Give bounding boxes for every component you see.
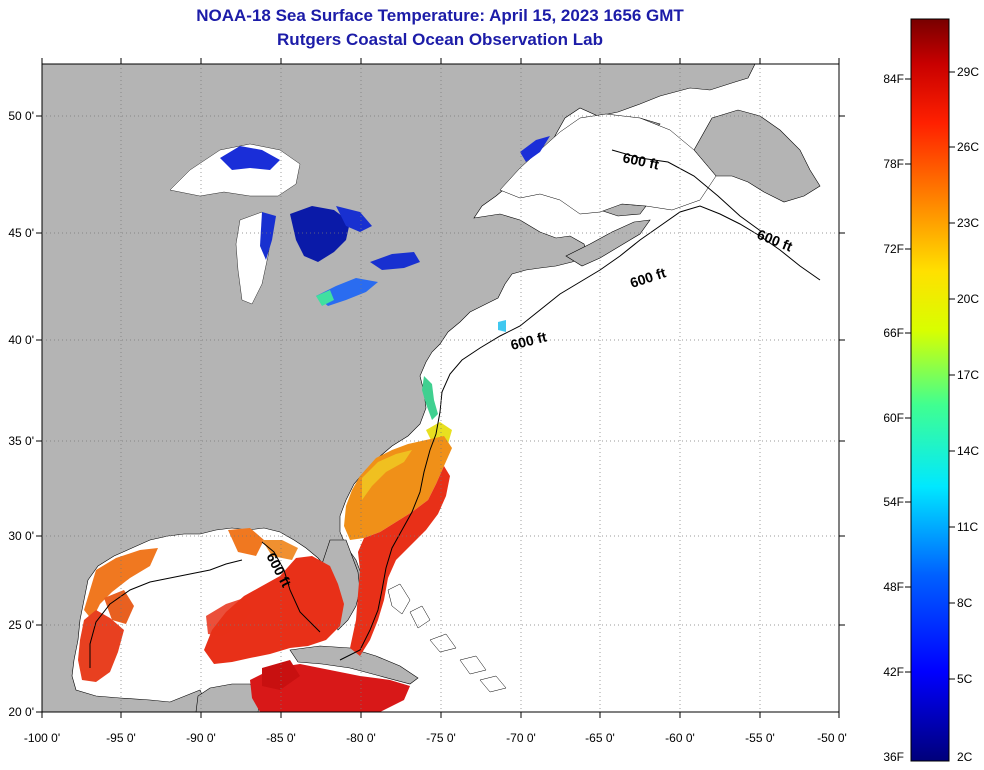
colorbar-f-label: 54F [883,495,904,509]
colorbar-f-labels: 84F 78F 72F 66F 60F 54F 48F 42F 36F [883,72,904,764]
georgian-bay-sst [336,206,372,232]
colorbar-c-label: 23C [957,216,979,230]
colorbar-f-label: 84F [883,72,904,86]
gulf-northeast-sst-2 [262,540,298,560]
cuba-land [289,645,419,685]
lon-label: -85 0' [266,731,296,745]
lat-label: 30 0' [8,529,34,543]
contour-600ft [89,205,821,668]
colorbar-f-label: 66F [883,326,904,340]
colorbar-f-label: 78F [883,157,904,171]
colorbar-c-label: 14C [957,444,979,458]
colorbar-c-label: 11C [957,520,978,534]
colorbar-f-label: 72F [883,242,904,256]
lake-superior-sst [220,146,280,170]
lake-erie-warm [316,290,334,306]
lon-labels: -100 0' -95 0' -90 0' -85 0' -80 0' -75 … [24,731,847,745]
nantucket-sst [498,320,506,332]
lat-label: 40 0' [8,333,34,347]
lat-label: 50 0' [8,109,34,123]
lat-labels: 50 0' 45 0' 40 0' 35 0' 30 0' 25 0' 20 0… [8,109,34,719]
lon-label: -75 0' [426,731,456,745]
colorbar-c-label: 29C [957,65,979,79]
mid-atlantic-sst [422,376,438,420]
lake-ontario-sst [370,252,420,270]
lon-label: -70 0' [506,731,536,745]
lon-label: -55 0' [745,731,775,745]
gulf-central-sst [206,598,252,636]
map-title: NOAA-18 Sea Surface Temperature: April 1… [196,6,684,25]
colorbar-c-labels: 29C 26C 23C 20C 17C 14C 11C 8C 5C 2C [957,65,979,764]
lon-label: -50 0' [817,731,847,745]
colorbar-f-label: 48F [883,580,904,594]
gulf-stream-sst [350,466,450,656]
gulf-northeast-sst [228,528,264,556]
colorbar-f-label: 60F [883,411,904,425]
lake-huron-sst [290,206,350,262]
lat-label: 20 0' [8,705,34,719]
lake-michigan-blue [260,212,276,260]
gulf-west-blob [104,590,134,624]
lat-label: 45 0' [8,226,34,240]
bahamas-islands [387,583,507,693]
lon-label: -60 0' [665,731,695,745]
yucatan-channel-sst [262,660,300,690]
lat-label: 25 0' [8,618,34,632]
canadian-lake-sst [520,136,550,162]
lon-label: -90 0' [186,731,216,745]
lon-label: -65 0' [585,731,615,745]
graticule [42,64,839,712]
lon-label: -100 0' [24,731,60,745]
colorbar [910,18,950,762]
colorbar-c-label: 8C [957,596,973,610]
colorbar-c-label: 26C [957,140,979,154]
colorbar-c-label: 17C [957,368,979,382]
nova-scotia-land [565,219,651,267]
contour-600ft-canada [611,149,763,233]
contour-label: 600 ft [621,149,660,172]
colorbar-c-label: 2C [957,750,973,764]
lon-label: -95 0' [106,731,136,745]
colorbar-c-label: 5C [957,672,973,686]
axis-ticks [36,58,845,718]
colorbar-f-label: 42F [883,665,904,679]
lon-label: -80 0' [346,731,376,745]
newfoundland-land [693,109,821,203]
colorbar-c-label: 20C [957,292,979,306]
carolina-inner-sst [362,450,412,500]
gulf-east-sst [204,556,344,664]
se-coast-sst-warm [344,436,452,540]
lat-label: 35 0' [8,434,34,448]
colorbar-f-label: 36F [883,750,904,764]
map-subtitle: Rutgers Coastal Ocean Observation Lab [277,30,603,49]
colorbar-ticks [905,71,955,680]
